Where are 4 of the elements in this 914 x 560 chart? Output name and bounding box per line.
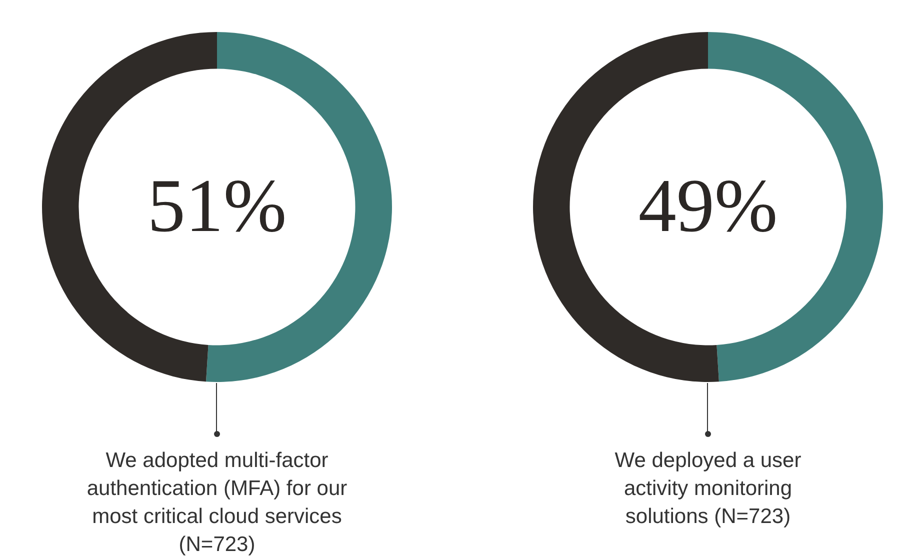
text: We adopted multi-factor authentication (MFA) for our most critical cloud services (N=723) — [86, 448, 348, 558]
data-label: 49% — [638, 164, 778, 248]
text: We deployed a user activity monitoring solutions (N=723) — [614, 448, 802, 530]
data-label: 51% — [147, 164, 287, 248]
